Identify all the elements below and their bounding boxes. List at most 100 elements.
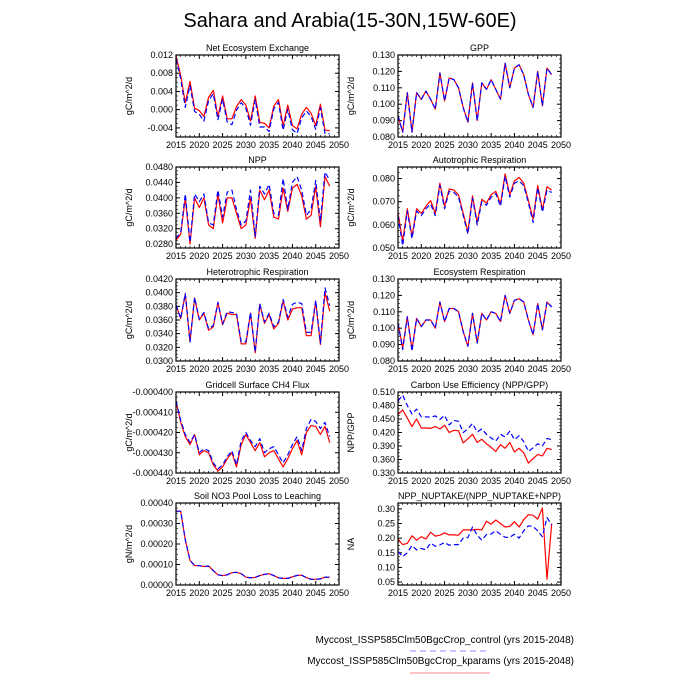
y-tick-label: 0.090 (372, 116, 395, 126)
x-tick-label: 2030 (236, 588, 256, 598)
y-tick-label: 0.0300 (145, 356, 173, 366)
x-tick-label: 2040 (504, 140, 524, 150)
y-axis-label: gC/m^2/d (124, 188, 134, 226)
series-line-control (175, 287, 331, 353)
x-tick-label: 2020 (411, 251, 431, 261)
panel-title: Gridcell Surface CH4 Flux (205, 380, 310, 390)
y-axis-label: gC/m^2/d (346, 77, 356, 115)
y-tick-label: -0.000420 (132, 428, 173, 438)
y-tick-label: 0.000 (150, 105, 173, 115)
x-tick-label: 2025 (435, 476, 455, 486)
x-tick-label: 2045 (306, 476, 326, 486)
y-tick-label: 0.110 (373, 83, 395, 93)
x-tick-label: 2015 (166, 251, 186, 261)
plot-frame (397, 166, 562, 249)
panel-title: Net Ecosystem Exchange (206, 43, 309, 53)
x-tick-label: 2030 (458, 588, 478, 598)
x-tick-label: 2030 (236, 364, 256, 374)
plot-frame (397, 54, 562, 138)
y-tick-label: -0.000440 (132, 468, 173, 478)
x-tick-label: 2025 (435, 364, 455, 374)
y-axis-label: gN/m^2/d (124, 525, 134, 563)
y-tick-label: 0.00010 (140, 560, 173, 570)
x-tick-label: 2040 (504, 364, 524, 374)
x-tick-label: 2020 (189, 588, 209, 598)
y-tick-label: 0.25 (377, 519, 395, 529)
y-tick-label: 0.510 (372, 387, 395, 397)
panel-title: Soil NO3 Pool Loss to Leaching (194, 491, 321, 501)
x-tick-label: 2045 (528, 364, 548, 374)
x-tick-label: 2045 (306, 588, 326, 598)
x-tick-label: 2045 (306, 364, 326, 374)
y-axis-label: gC/m^2/d (346, 301, 356, 339)
x-tick-label: 2020 (411, 588, 431, 598)
y-tick-label: 0.130 (372, 50, 395, 60)
y-tick-label: 0.05 (377, 577, 395, 587)
series-line-kparams (175, 400, 331, 472)
y-tick-label: 0.20 (377, 533, 395, 543)
y-tick-label: 0.120 (372, 66, 395, 76)
x-tick-label: 2020 (411, 476, 431, 486)
x-tick-label: 2030 (458, 140, 478, 150)
x-tick-label: 2050 (551, 251, 571, 261)
y-tick-label: 0.360 (372, 455, 395, 465)
x-tick-label: 2040 (282, 364, 302, 374)
y-tick-label: 0.15 (377, 548, 395, 558)
series-line-control (397, 394, 552, 452)
y-axis-label: gC/m^2/d (124, 77, 134, 115)
x-tick-label: 2045 (528, 140, 548, 150)
x-tick-label: 2030 (458, 251, 478, 261)
y-tick-label: 0.450 (372, 414, 395, 424)
x-tick-label: 2025 (213, 588, 233, 598)
series-line-kparams (176, 510, 330, 580)
y-tick-label: 0.330 (372, 468, 395, 478)
x-tick-label: 2045 (528, 251, 548, 261)
series-line-kparams (175, 176, 331, 245)
x-tick-label: 2020 (411, 140, 431, 150)
y-tick-label: 0.480 (372, 401, 395, 411)
x-tick-label: 2045 (528, 588, 548, 598)
y-tick-label: 0.100 (372, 323, 395, 333)
x-tick-label: 2025 (213, 251, 233, 261)
series-line-control (397, 62, 553, 133)
x-tick-label: 2040 (282, 588, 302, 598)
series-line-kparams (397, 173, 553, 242)
panel-title: Autotrophic Respiration (433, 155, 527, 165)
plot-frame (175, 278, 340, 362)
x-tick-label: 2035 (481, 364, 501, 374)
x-tick-label: 2050 (329, 476, 349, 486)
y-tick-label: 0.090 (372, 340, 395, 350)
panel-title: NPP (248, 155, 267, 165)
y-tick-label: 0.0480 (145, 162, 173, 172)
series-line-kparams (397, 62, 553, 133)
x-tick-label: 2015 (388, 476, 408, 486)
x-tick-label: 2040 (282, 251, 302, 261)
x-tick-label: 2025 (213, 140, 233, 150)
x-tick-label: 2015 (166, 364, 186, 374)
x-tick-label: 2040 (504, 588, 524, 598)
series-line-control (176, 510, 330, 580)
y-tick-label: 0.0400 (145, 288, 173, 298)
y-axis-label: NPP/GPP (346, 412, 356, 452)
x-tick-label: 2050 (551, 140, 571, 150)
series-line-control (397, 175, 552, 247)
x-tick-label: 2015 (166, 476, 186, 486)
x-tick-label: 2040 (504, 476, 524, 486)
x-tick-label: 2050 (329, 364, 349, 374)
y-tick-label: 0.130 (372, 274, 395, 284)
x-tick-label: 2025 (435, 251, 455, 261)
x-tick-label: 2025 (213, 364, 233, 374)
series-line-kparams (175, 55, 330, 132)
x-tick-label: 2050 (551, 476, 571, 486)
y-tick-label: 0.420 (372, 428, 395, 438)
y-tick-label: 0.070 (372, 197, 395, 207)
plot-frame (175, 166, 340, 249)
x-tick-label: 2050 (551, 364, 571, 374)
x-tick-label: 2015 (388, 364, 408, 374)
series-line-kparams (175, 292, 331, 354)
legend-label-kparams: Myccost_ISSP585Clm50BgcCrop_kparams (yrs… (307, 656, 574, 667)
figure-title: Sahara and Arabia(15-30N,15W-60E) (183, 10, 517, 32)
x-tick-label: 2015 (388, 140, 408, 150)
series-line-control (397, 294, 553, 352)
series-line-control (175, 58, 330, 135)
